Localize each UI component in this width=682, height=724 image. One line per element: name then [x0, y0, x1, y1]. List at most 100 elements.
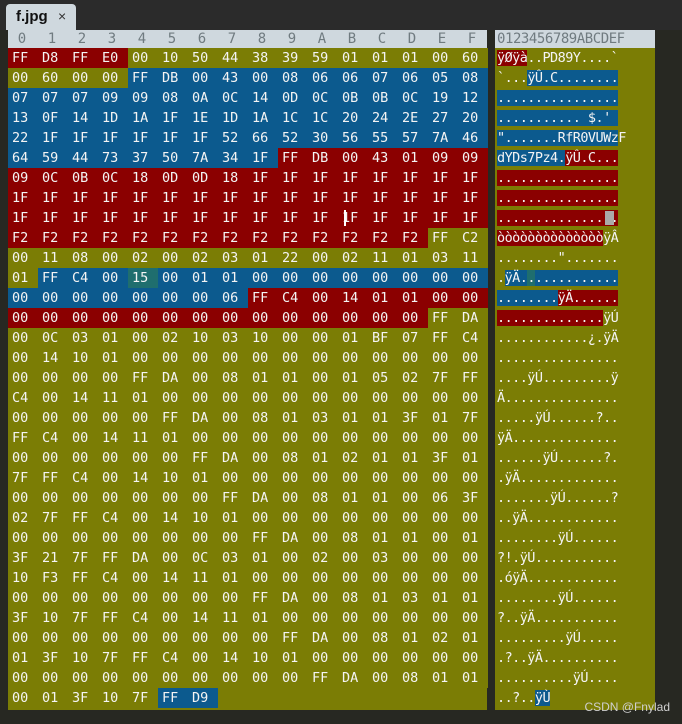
hex-byte[interactable]: FF	[98, 548, 128, 568]
hex-byte[interactable]: 00	[8, 248, 38, 268]
hex-byte[interactable]: FF	[278, 628, 308, 648]
hex-byte[interactable]: 03	[218, 548, 248, 568]
hex-byte[interactable]: 00	[308, 528, 338, 548]
hex-byte[interactable]: 00	[98, 668, 128, 688]
ascii-segment[interactable]: F	[618, 130, 626, 146]
hex-byte[interactable]: 1F	[458, 168, 488, 188]
hex-byte[interactable]: 00	[308, 388, 338, 408]
hex-byte[interactable]: 1F	[338, 168, 368, 188]
hex-byte[interactable]: 02	[338, 248, 368, 268]
hex-byte[interactable]: 02	[308, 548, 338, 568]
hex-byte[interactable]: 00	[428, 428, 458, 448]
hex-byte[interactable]: 00	[158, 248, 188, 268]
hex-byte[interactable]: 00	[218, 428, 248, 448]
hex-byte[interactable]: 00	[8, 328, 38, 348]
hex-byte[interactable]: 19	[428, 88, 458, 108]
hex-byte[interactable]: 00	[398, 488, 428, 508]
hex-byte[interactable]: 00	[188, 668, 218, 688]
hex-byte[interactable]: 01	[218, 508, 248, 528]
hex-byte[interactable]: FF	[98, 608, 128, 628]
hex-byte[interactable]: 3F	[398, 408, 428, 428]
hex-byte[interactable]: 08	[398, 668, 428, 688]
hex-byte[interactable]: 00	[278, 508, 308, 528]
hex-byte[interactable]: 11	[188, 568, 218, 588]
hex-byte[interactable]: 20	[338, 108, 368, 128]
hex-byte[interactable]: 60	[458, 48, 488, 68]
hex-byte[interactable]: 00	[98, 68, 128, 88]
hex-byte[interactable]: 0B	[338, 88, 368, 108]
hex-byte[interactable]: 1F	[428, 208, 458, 228]
ascii-segment[interactable]: .	[527, 270, 535, 286]
ascii-segment[interactable]: ........ÿÚ......	[497, 530, 619, 546]
hex-byte[interactable]: 56	[338, 128, 368, 148]
hex-byte[interactable]: 3F	[428, 448, 458, 468]
hex-byte[interactable]: 10	[158, 468, 188, 488]
hex-byte[interactable]: 01	[248, 548, 278, 568]
hex-byte[interactable]: 00	[38, 288, 68, 308]
hex-byte[interactable]: 10	[248, 328, 278, 348]
hex-byte[interactable]: 00	[68, 588, 98, 608]
hex-byte[interactable]: BF	[368, 328, 398, 348]
hex-byte[interactable]: 00	[248, 308, 278, 328]
hex-byte[interactable]: 01	[218, 568, 248, 588]
hex-byte[interactable]: 7F	[98, 648, 128, 668]
hex-byte[interactable]: 14	[128, 468, 158, 488]
hex-byte[interactable]: 00	[308, 468, 338, 488]
hex-byte[interactable]: 11	[38, 248, 68, 268]
hex-byte[interactable]: 00	[278, 348, 308, 368]
hex-byte[interactable]: 00	[68, 68, 98, 88]
hex-byte[interactable]: 01	[428, 588, 458, 608]
hex-byte[interactable]: 00	[368, 468, 398, 488]
hex-byte[interactable]: 37	[128, 148, 158, 168]
hex-byte[interactable]: 1F	[278, 168, 308, 188]
hex-byte[interactable]: 2E	[398, 108, 428, 128]
close-icon[interactable]: ×	[58, 8, 67, 24]
ascii-segment[interactable]: ................	[497, 90, 619, 106]
ascii-segment[interactable]: .	[497, 270, 505, 286]
hex-byte[interactable]: 12	[458, 88, 488, 108]
hex-byte[interactable]: DA	[308, 628, 338, 648]
hex-byte[interactable]: 00	[68, 428, 98, 448]
hex-byte[interactable]: 1C	[308, 108, 338, 128]
hex-byte[interactable]: 00	[128, 308, 158, 328]
hex-byte[interactable]: 00	[398, 608, 428, 628]
hex-byte[interactable]: 1F	[398, 208, 428, 228]
hex-byte[interactable]: 00	[128, 348, 158, 368]
hex-byte[interactable]: 00	[338, 548, 368, 568]
hex-byte[interactable]: 1F	[158, 208, 188, 228]
hex-byte[interactable]: FF	[158, 688, 188, 708]
hex-byte[interactable]: 14	[158, 568, 188, 588]
hex-byte[interactable]: FF	[188, 448, 218, 468]
hex-byte[interactable]: 00	[8, 288, 38, 308]
hex-byte[interactable]: 11	[368, 248, 398, 268]
hex-byte[interactable]: 01	[368, 528, 398, 548]
ascii-segment[interactable]: ÿØÿà	[497, 50, 528, 66]
hex-byte[interactable]: 59	[38, 148, 68, 168]
hex-byte[interactable]: 60	[38, 68, 68, 88]
hex-byte[interactable]: 01	[98, 328, 128, 348]
hex-byte[interactable]: 0F	[38, 108, 68, 128]
hex-byte[interactable]: 06	[218, 288, 248, 308]
hex-byte[interactable]: 14	[218, 648, 248, 668]
hex-byte[interactable]: 01	[398, 448, 428, 468]
hex-byte[interactable]: FF	[248, 288, 278, 308]
hex-byte[interactable]: 01	[98, 348, 128, 368]
hex-byte[interactable]: 00	[338, 308, 368, 328]
hex-byte[interactable]: 22	[278, 248, 308, 268]
hex-byte[interactable]: 1F	[128, 208, 158, 228]
hex-byte[interactable]: 00	[248, 468, 278, 488]
hex-byte[interactable]: 00	[458, 548, 488, 568]
hex-byte[interactable]: 00	[248, 668, 278, 688]
hex-byte[interactable]: 1D	[98, 108, 128, 128]
ascii-segment[interactable]: ÿÄ..............	[497, 430, 619, 446]
hex-byte[interactable]: 09	[98, 88, 128, 108]
hex-byte[interactable]: 00	[458, 468, 488, 488]
hex-byte[interactable]: 00	[98, 488, 128, 508]
hex-byte[interactable]: 06	[308, 68, 338, 88]
hex-byte[interactable]: 14	[158, 508, 188, 528]
hex-byte[interactable]: 01	[398, 48, 428, 68]
hex-byte[interactable]: 00	[8, 408, 38, 428]
ascii-segment[interactable]: `...	[497, 70, 528, 86]
hex-byte[interactable]: FF	[128, 648, 158, 668]
hex-byte[interactable]: DA	[338, 668, 368, 688]
